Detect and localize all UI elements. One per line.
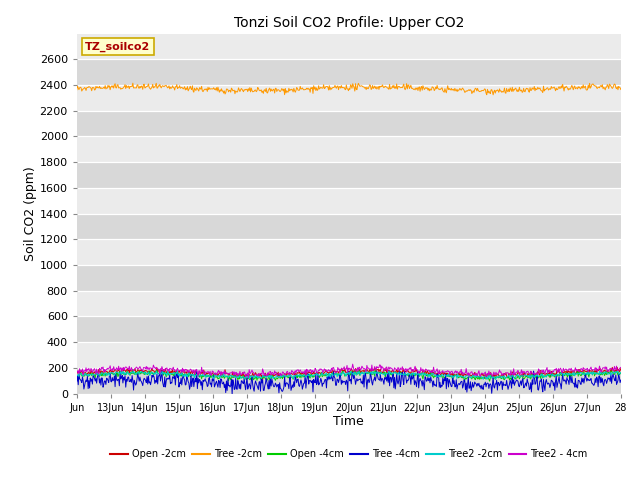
- Bar: [77, 342, 621, 368]
- X-axis label: Time: Time: [333, 415, 364, 429]
- Bar: [77, 214, 621, 240]
- Bar: [77, 162, 621, 188]
- Bar: [77, 188, 621, 214]
- Y-axis label: Soil CO2 (ppm): Soil CO2 (ppm): [24, 166, 36, 261]
- Legend: Open -2cm, Tree -2cm, Open -4cm, Tree -4cm, Tree2 -2cm, Tree2 - 4cm: Open -2cm, Tree -2cm, Open -4cm, Tree -4…: [106, 445, 591, 463]
- Bar: [77, 136, 621, 162]
- Bar: [77, 111, 621, 136]
- Bar: [77, 265, 621, 291]
- Bar: [77, 60, 621, 85]
- Title: Tonzi Soil CO2 Profile: Upper CO2: Tonzi Soil CO2 Profile: Upper CO2: [234, 16, 464, 30]
- Bar: [77, 85, 621, 111]
- Text: TZ_soilco2: TZ_soilco2: [85, 42, 150, 52]
- Bar: [77, 316, 621, 342]
- Bar: [77, 240, 621, 265]
- Bar: [77, 291, 621, 316]
- Bar: [77, 368, 621, 394]
